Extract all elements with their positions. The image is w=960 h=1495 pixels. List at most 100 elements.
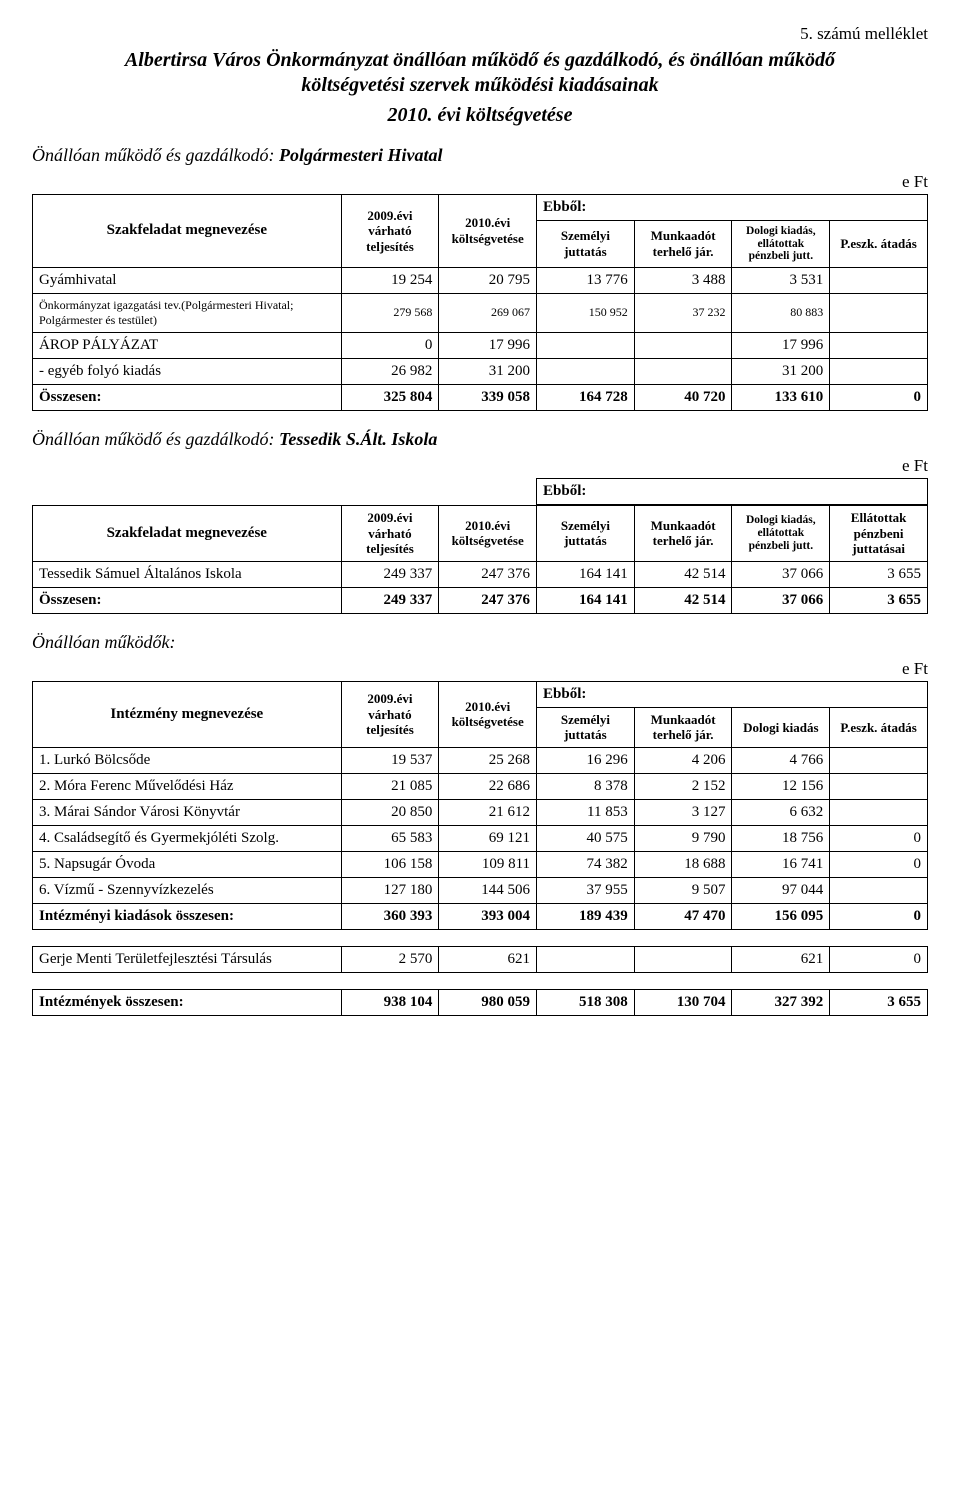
total-c4: 0 [830,384,928,410]
cell-c1 [537,332,635,358]
total-budget: 247 376 [439,587,537,613]
unit-label-3: e Ft [32,659,928,679]
cell-c4: 0 [830,825,928,851]
grand-total-c3: 327 392 [732,989,830,1015]
total-prev: 325 804 [341,384,439,410]
unit-label-2: e Ft [32,456,928,476]
th-dologi: Dologi kiadás, ellátottak pénzbeli jutt. [732,221,830,268]
cell-name: 2. Móra Ferenc Művelődési Ház [33,773,342,799]
cell-budget: 621 [439,946,537,972]
th-dologi-short: Dologi kiadás [732,707,830,747]
cell-c1: 16 296 [537,747,635,773]
th-ebbol-2: Ebből: [537,478,928,504]
cell-budget: 31 200 [439,358,537,384]
annex-label: 5. számú melléklet [32,24,928,44]
table-row: ÁROP PÁLYÁZAT017 99617 996 [33,332,928,358]
cell-c4 [830,773,928,799]
th-ellatottak: Ellátottak pénzbeni juttatásai [830,505,928,561]
table-row: Önkormányzat igazgatási tev.(Polgármeste… [33,293,928,332]
cell-c1 [537,358,635,384]
table-row: 5. Napsugár Óvoda106 158109 81174 38218 … [33,851,928,877]
cell-c4: 0 [830,946,928,972]
th-employer-3: Munkaadót terhelő jár. [634,707,732,747]
cell-c3: 4 766 [732,747,830,773]
cell-c4: 3 655 [830,561,928,587]
cell-prev: 26 982 [341,358,439,384]
cell-c2: 9 790 [634,825,732,851]
total-name: Összesen: [33,384,342,410]
cell-prev: 65 583 [341,825,439,851]
tbody-section2: Tessedik Sámuel Általános Iskola249 3372… [33,561,928,587]
cell-name: - egyéb folyó kiadás [33,358,342,384]
table-row: 4. Családsegítő és Gyermekjóléti Szolg.6… [33,825,928,851]
cell-c3: 80 883 [732,293,830,332]
section2-prefix: Önállóan működő és gazdálkodó: [32,429,279,449]
total-budget: 393 004 [439,903,537,929]
cell-prev: 21 085 [341,773,439,799]
cell-prev: 106 158 [341,851,439,877]
total-c2: 47 470 [634,903,732,929]
section1-total-row: Összesen: 325 804 339 058 164 728 40 720… [33,384,928,410]
cell-c1: 8 378 [537,773,635,799]
total-budget: 339 058 [439,384,537,410]
cell-c4 [830,293,928,332]
cell-c2: 37 232 [634,293,732,332]
table-row: Gyámhivatal19 25420 79513 7763 4883 531 [33,267,928,293]
cell-c1 [537,946,635,972]
cell-c1: 11 853 [537,799,635,825]
cell-c3: 18 756 [732,825,830,851]
cell-prev: 127 180 [341,877,439,903]
cell-name: Tessedik Sámuel Általános Iskola [33,561,342,587]
grand-total-row: Intézmények összesen: 938 104 980 059 51… [33,989,928,1015]
total-prev: 360 393 [341,903,439,929]
cell-c1: 74 382 [537,851,635,877]
table-section4: Gerje Menti Területfejlesztési Társulás2… [32,946,928,973]
cell-name: 6. Vízmű - Szennyvízkezelés [33,877,342,903]
cell-prev: 19 254 [341,267,439,293]
cell-name: 4. Családsegítő és Gyermekjóléti Szolg. [33,825,342,851]
table-row: Tessedik Sámuel Általános Iskola249 3372… [33,561,928,587]
cell-c3: 3 531 [732,267,830,293]
cell-c3: 97 044 [732,877,830,903]
table-row: 3. Márai Sándor Városi Könyvtár20 85021 … [33,799,928,825]
cell-budget: 269 067 [439,293,537,332]
th-prev: 2009.évi várható teljesítés [341,195,439,268]
section2-label: Önállóan működő és gazdálkodó: Tessedik … [32,429,928,450]
cell-name: Önkormányzat igazgatási tev.(Polgármeste… [33,293,342,332]
cell-c1: 37 955 [537,877,635,903]
cell-budget: 144 506 [439,877,537,903]
cell-c3: 31 200 [732,358,830,384]
total-c3: 37 066 [732,587,830,613]
subtitle: 2010. évi költségvetése [32,104,928,127]
th-personal-3: Személyi juttatás [537,707,635,747]
total-c2: 40 720 [634,384,732,410]
total-c3: 156 095 [732,903,830,929]
th-budget-2: 2010.évi költségvetése [439,505,537,561]
cell-prev: 19 537 [341,747,439,773]
cell-prev: 249 337 [341,561,439,587]
cell-c1: 164 141 [537,561,635,587]
cell-name: 1. Lurkó Bölcsőde [33,747,342,773]
table-row: 6. Vízmű - Szennyvízkezelés127 180144 50… [33,877,928,903]
grand-total-c2: 130 704 [634,989,732,1015]
cell-c2: 3 488 [634,267,732,293]
cell-c2: 3 127 [634,799,732,825]
cell-c4 [830,799,928,825]
tbody-section1: Gyámhivatal19 25420 79513 7763 4883 531Ö… [33,267,928,384]
cell-name: 3. Márai Sándor Városi Könyvtár [33,799,342,825]
table-row: - egyéb folyó kiadás26 98231 20031 200 [33,358,928,384]
grand-total-c4: 3 655 [830,989,928,1015]
table-section3: Intézmény megnevezése 2009.évi várható t… [32,681,928,930]
total-prev: 249 337 [341,587,439,613]
th-ebbol: Ebből: [537,195,928,221]
cell-c2: 4 206 [634,747,732,773]
cell-budget: 69 121 [439,825,537,851]
total-c1: 164 141 [537,587,635,613]
cell-c2 [634,332,732,358]
total-c1: 164 728 [537,384,635,410]
cell-c3: 6 632 [732,799,830,825]
cell-c3: 16 741 [732,851,830,877]
table-row: Gerje Menti Területfejlesztési Társulás2… [33,946,928,972]
cell-c1: 40 575 [537,825,635,851]
total-c1: 189 439 [537,903,635,929]
